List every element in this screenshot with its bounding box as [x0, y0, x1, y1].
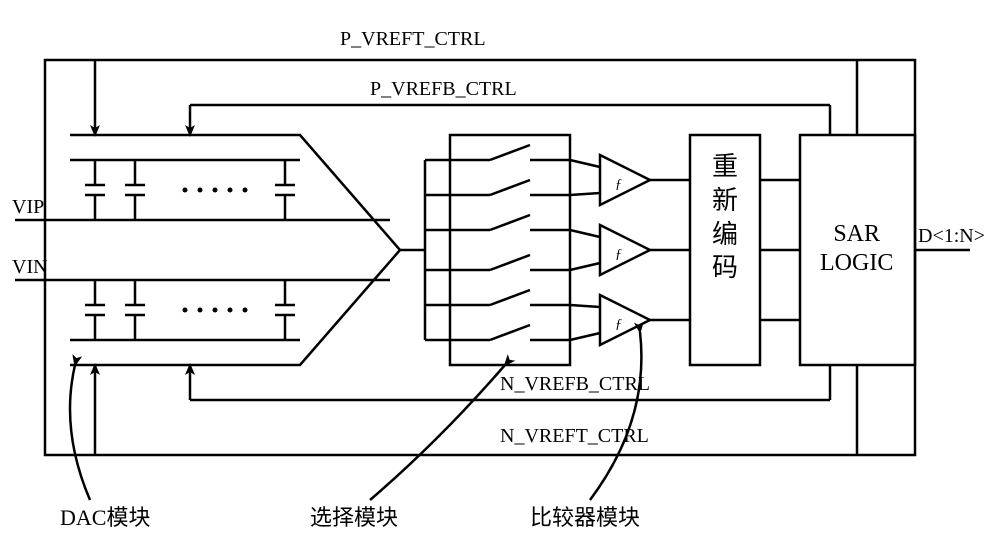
callout-select: 选择模块: [310, 500, 398, 532]
cap-bottom: [85, 280, 295, 340]
label-n-vreft: N_VREFT_CTRL: [500, 425, 649, 448]
callout-comparator: 比较器模块: [530, 500, 640, 532]
outer-box: [45, 60, 915, 455]
cap-top: [85, 160, 295, 220]
label-p-vreft: P_VREFT_CTRL: [340, 28, 486, 51]
label-sar-logic: SAR LOGIC: [820, 220, 893, 278]
label-p-vrefb: P_VREFB_CTRL: [370, 78, 517, 101]
svg-text:ƒ: ƒ: [615, 317, 622, 332]
label-vip: VIP: [12, 196, 44, 219]
svg-text:ƒ: ƒ: [615, 247, 622, 262]
select-block: [450, 135, 570, 365]
diagram-root: ƒ ƒ ƒ: [0, 0, 1000, 554]
switches: [450, 145, 570, 340]
label-n-vrefb: N_VREFB_CTRL: [500, 373, 650, 396]
dac-block: [70, 135, 400, 365]
label-recode: 重 新 编 码: [712, 150, 738, 285]
comparator-2: ƒ: [600, 225, 650, 275]
label-vin: VIN: [12, 256, 48, 279]
callout-dac: DAC模块: [60, 500, 150, 532]
comparator-1: ƒ: [600, 155, 650, 205]
label-output: D<1:N>: [918, 225, 985, 248]
svg-text:ƒ: ƒ: [615, 177, 622, 192]
comparator-3: ƒ: [600, 295, 650, 345]
